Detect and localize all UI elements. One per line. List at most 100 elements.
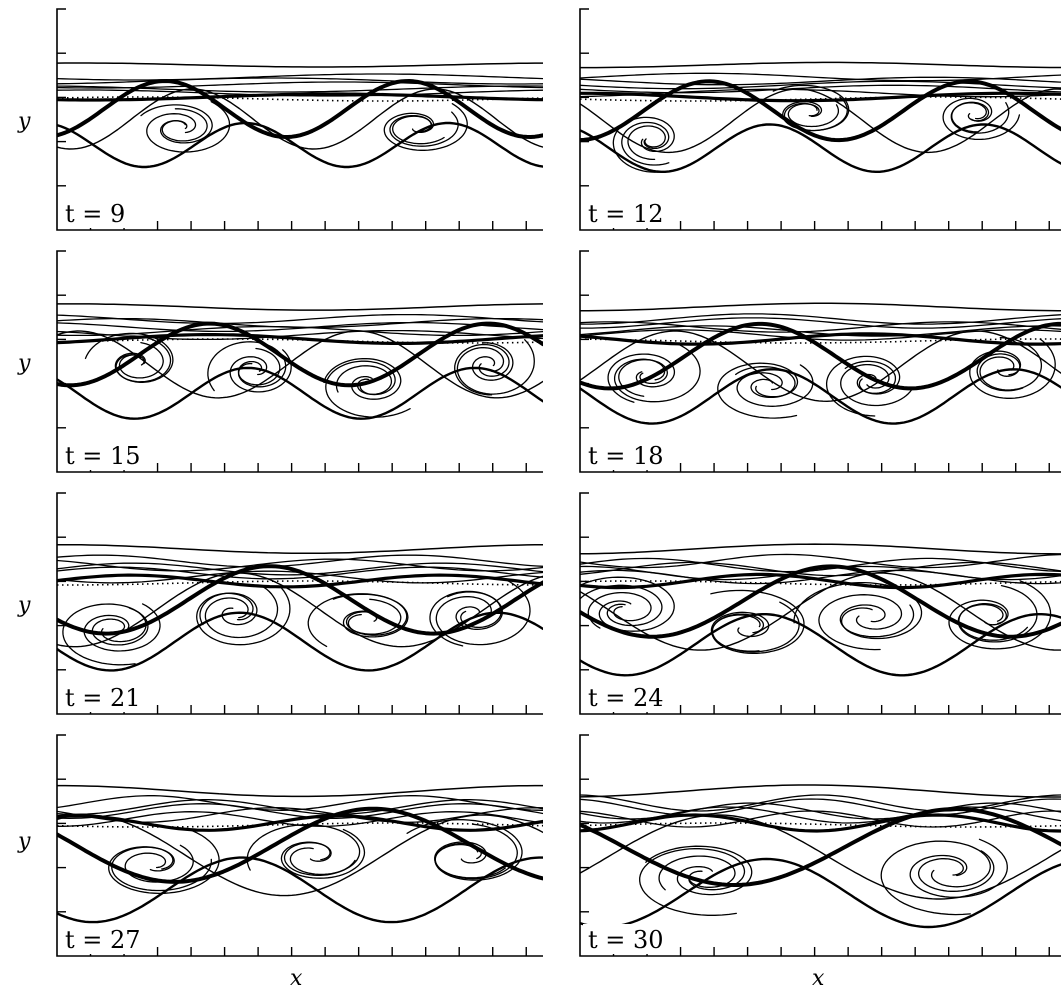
x-axis-label-right: x [812,966,825,991]
contour-lines [580,302,1061,425]
contour-shear-band [580,569,1061,585]
panel-frame [579,250,1061,473]
contour-main-layer [580,321,1061,391]
contour-vortex [447,591,503,630]
contour-vortex [782,96,848,132]
contour-layer [580,330,1061,402]
contour-vortex [83,603,161,652]
contour-vortex [140,104,213,144]
contour-shear-band [580,561,1061,577]
contour-vortex [196,587,291,646]
panel-time-label: t = 12 [588,200,664,228]
contour-vortex [580,584,663,627]
panel-time-label: t = 18 [588,442,664,470]
contour-vortex [114,335,172,383]
contour-vortex [942,97,1021,141]
contour-layer [57,572,543,648]
label-bg [583,924,675,954]
contour-dotted [580,338,1061,344]
contour-vortex [844,360,897,394]
contour-vortex [818,594,903,651]
contour-vortex [909,838,1008,898]
contour-shear-band [57,562,543,576]
contour-shear-band [57,799,543,815]
panel-frame [56,8,543,231]
contour-vortex [639,848,746,916]
contour-vortex [161,108,208,142]
label-bg [583,198,675,228]
label-bg [583,440,675,470]
contour-main-layer [580,807,1061,887]
contour-layer [57,814,543,897]
contour-shear-band [580,332,1061,346]
contour-vortex [976,353,1024,392]
contour-shear-band [580,325,1061,337]
contour-vortex [84,332,174,383]
contour-lines [57,543,543,672]
contour-lower-layer [580,857,1061,929]
contour-upper [57,62,543,68]
contour-lines [57,303,543,420]
contour-lower-layer [580,613,1061,677]
label-bg [60,924,152,954]
panel-frame [579,8,1061,231]
contour-vortex [434,841,506,879]
contour-shear-band [580,794,1061,812]
contour-dotted [580,822,1061,828]
contour-vortex [146,101,231,153]
contour-vortex [787,103,840,128]
contour-layer [580,814,1061,900]
contour-shear-band [57,803,543,819]
contour-vortex [580,576,675,632]
contour-vortex [471,342,514,381]
panel-t-9: t = 9 [56,8,543,231]
contour-shear-band [57,573,543,589]
contour-vortex [710,611,770,652]
contour-shear-band [580,91,1061,103]
contour-vortex [618,359,668,397]
contour-shear-band [57,558,543,572]
contour-shear-band [580,72,1061,82]
contour-dotted [57,580,543,586]
contour-vortex [111,846,212,892]
contour-vortex [612,116,675,173]
panel-frame [56,734,543,957]
contour-vortex [658,855,736,891]
panel-t-27: t = 27 [56,734,543,957]
panel-time-label: t = 27 [65,926,141,954]
contour-vortex [839,604,915,638]
contour-shear-band [580,813,1061,833]
contour-vortex [392,115,445,145]
contour-vortex [108,827,220,895]
contour-layer [580,88,1061,154]
contour-upper [580,61,1061,69]
contour-shear-band [57,313,543,325]
contour-upper [57,303,543,311]
contour-vortex [199,592,258,626]
panel-frame [56,492,543,715]
contour-vortex [406,819,523,881]
label-bg [583,682,675,712]
panel-grid: t = 9 t = 12 t = 15 t = 18 t = 21 t = 24 t = 2… [56,8,1061,957]
label-bg [60,440,152,470]
contour-upper [57,784,543,798]
contour-upper [580,543,1061,555]
contour-vortex [627,125,666,161]
panel-frame [579,492,1061,715]
contour-vortex [383,103,468,151]
contour-vortex [950,102,1010,134]
contour-shear-band [580,798,1061,816]
panel-time-label: t = 24 [588,684,664,712]
panel-t-30: t = 30 [579,734,1061,957]
contour-lines [580,61,1061,173]
contour-vortex [323,357,402,400]
contour-lines [580,543,1061,677]
contour-vortex [735,366,796,399]
contour-vortex [840,363,913,407]
panel-t-21: t = 21 [56,492,543,715]
contour-vortex [237,347,281,386]
contour-vortex [389,111,459,147]
contour-upper [57,543,543,555]
contour-dotted [580,580,1061,586]
